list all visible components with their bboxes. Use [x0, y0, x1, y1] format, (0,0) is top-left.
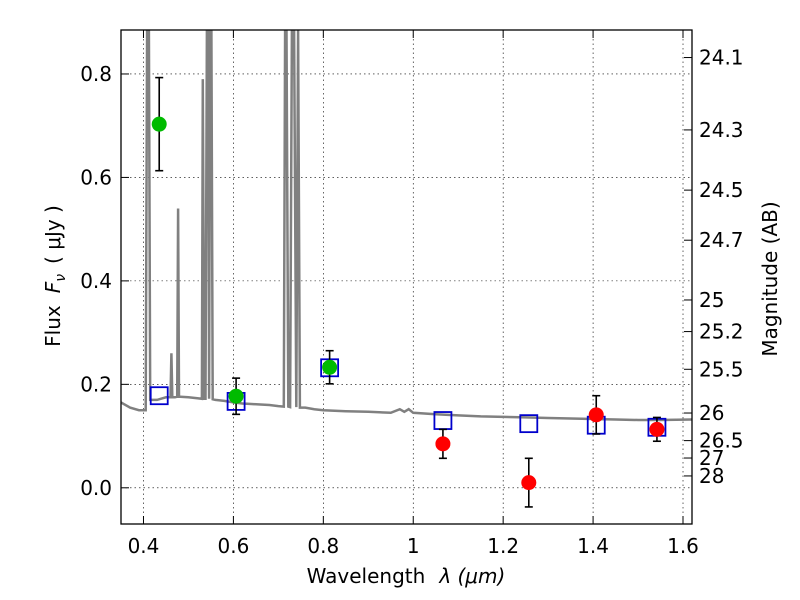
y2-tick-label: 24.1 — [699, 46, 744, 70]
y-tick-label: 0.0 — [80, 476, 112, 500]
x-tick-label: 1 — [407, 534, 420, 558]
data-point — [228, 388, 244, 404]
y2-tick-label: 25.5 — [699, 357, 744, 381]
model-square-marker — [519, 414, 539, 434]
x-axis-label: Wavelength λ (μm) — [307, 564, 506, 588]
x-tick-label: 1.6 — [667, 534, 699, 558]
grid — [121, 30, 692, 524]
y-tick-label: 0.6 — [80, 165, 112, 189]
y-tick-label: 0.2 — [80, 372, 112, 396]
y2-tick-label: 25 — [699, 288, 724, 312]
y-tick-label: 0.8 — [80, 62, 112, 86]
y2-tick-label: 28 — [699, 464, 724, 488]
x-tick-label: 0.6 — [217, 534, 249, 558]
y2-tick-label: 27 — [699, 446, 724, 470]
y2-tick-label: 24.3 — [699, 118, 744, 142]
plot-frame — [120, 29, 693, 525]
points-layer — [149, 76, 667, 508]
y2-tick-label: 26.5 — [699, 429, 744, 453]
y2-tick-label: 25.2 — [699, 320, 744, 344]
y-tick-label: 0.4 — [80, 269, 112, 293]
ticks-layer: 0.4 0.6 0.8 1 1.2 1.4 1.6 0.0 0.2 0.4 0.6 0.8 24.1 24… — [80, 30, 744, 558]
spectrum-layer — [121, 30, 692, 422]
x-tick-label: 1.2 — [487, 534, 519, 558]
x-tick-label: 0.8 — [307, 534, 339, 558]
spectrum-line — [121, 30, 692, 422]
y2-axis-label: Magnitude (AB) — [758, 201, 782, 356]
y2-tick-label: 26 — [699, 401, 724, 425]
x-tick-label: 1.4 — [577, 534, 609, 558]
y2-tick-label: 24.7 — [699, 228, 744, 252]
data-point — [322, 359, 338, 375]
data-point — [151, 116, 167, 132]
data-point — [588, 407, 604, 423]
model-square-marker — [149, 386, 169, 406]
data-point — [649, 421, 665, 437]
data-point — [435, 436, 451, 452]
x-tick-label: 0.4 — [128, 534, 160, 558]
y-axis-label: FluxFν( μJy ) — [41, 205, 69, 347]
y2-tick-label: 24.5 — [699, 178, 744, 202]
data-point — [521, 475, 537, 491]
